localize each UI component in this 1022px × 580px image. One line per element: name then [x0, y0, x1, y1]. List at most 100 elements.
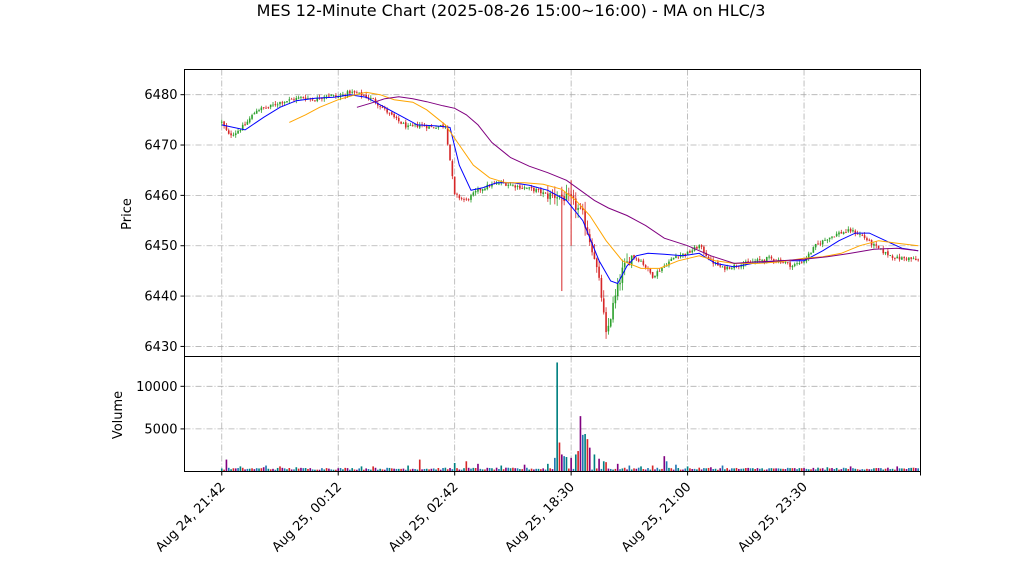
volume-bar [314, 469, 316, 472]
volume-bar [237, 468, 239, 472]
candle-body [686, 251, 689, 256]
candle-body [707, 256, 710, 260]
volume-bar [796, 469, 798, 472]
volume-bar [505, 467, 507, 472]
volume-bar [533, 469, 535, 472]
candle-body [248, 118, 251, 123]
candle-body [295, 98, 298, 101]
volume-bar [905, 469, 908, 472]
volume-bar [654, 469, 656, 472]
volume-bar [432, 468, 435, 472]
volume-bar [397, 468, 400, 472]
volume-bar [342, 469, 344, 472]
volume-bar [300, 467, 302, 472]
volume-bar [684, 468, 687, 472]
volume-bar [644, 469, 647, 472]
volume-bar [626, 469, 628, 472]
volume-bar [491, 468, 493, 472]
volume-bar [363, 469, 365, 472]
volume-bar [798, 468, 801, 472]
volume-bar [724, 469, 726, 472]
candle-body [819, 243, 822, 245]
candle-body [363, 94, 365, 96]
price-tick-label: 6480 [144, 88, 177, 103]
candle-body [381, 106, 384, 108]
candle-body [465, 198, 468, 200]
candle-body [877, 245, 880, 249]
volume-bar [770, 468, 773, 472]
volume-bar [349, 469, 351, 472]
volume-bar [789, 468, 791, 472]
candle-body [414, 124, 416, 126]
candle-body [793, 264, 796, 266]
volume-bar [824, 469, 826, 472]
volume-bar [551, 469, 554, 472]
volume-bar [379, 468, 381, 472]
candle-body [537, 189, 540, 190]
price-panel-frame [184, 69, 921, 357]
volume-bar [605, 462, 607, 472]
candle-body [528, 187, 531, 189]
volume-bar [502, 469, 505, 472]
volume-bar [561, 454, 563, 472]
volume-bar [537, 468, 540, 472]
volume-bar [572, 468, 575, 472]
volume-bar [584, 434, 586, 472]
volume-bar [316, 469, 319, 472]
candle-body [731, 267, 733, 269]
volume-bar [484, 469, 486, 472]
volume-bar [889, 469, 892, 472]
candle-body [770, 256, 773, 259]
candle-body [772, 259, 775, 261]
candle-body [903, 257, 906, 259]
volume-bar [859, 469, 861, 472]
candle-body [761, 260, 763, 261]
volume-bar [593, 454, 596, 472]
candle-body [276, 104, 279, 106]
candle-body [602, 298, 605, 313]
candle-body [535, 189, 538, 192]
price-tick-label: 6450 [144, 239, 177, 254]
volume-bar [672, 469, 675, 472]
price-tick-label: 6440 [144, 290, 177, 305]
candle-body [598, 266, 600, 278]
volume-bar [267, 468, 270, 472]
volume-bar [421, 469, 423, 472]
volume-bar [751, 468, 754, 472]
volume-bar [623, 467, 626, 472]
candle-body [521, 188, 524, 189]
candle-body [353, 91, 356, 93]
candle-body [372, 98, 374, 100]
candle-body [279, 101, 281, 105]
volume-bar [658, 469, 661, 472]
volume-bar [328, 468, 330, 472]
candle-body [325, 95, 328, 97]
volume-bar [800, 468, 803, 472]
candle-body [782, 261, 784, 263]
volume-bar [588, 447, 591, 472]
volume-bar [521, 469, 524, 472]
ma-line [221, 94, 919, 285]
volume-bar [581, 434, 584, 472]
candle-body [246, 121, 249, 125]
volume-bar [542, 468, 544, 472]
volume-bar [903, 468, 906, 472]
volume-bar [470, 468, 472, 472]
candle-body [507, 184, 510, 186]
candle-body [428, 126, 430, 129]
candle-body [796, 263, 798, 265]
candle-body [863, 235, 866, 238]
candle-body [845, 232, 847, 233]
volume-bar [703, 468, 705, 472]
volume-bar [574, 454, 577, 472]
volume-bar [826, 467, 829, 472]
candle-body [446, 126, 449, 145]
volume-bar [453, 462, 456, 472]
candle-body [321, 98, 323, 100]
candle-body [703, 246, 705, 253]
candle-body [719, 265, 722, 267]
volume-bar [269, 469, 272, 472]
volume-bar [418, 459, 421, 472]
volume-bar [558, 442, 561, 472]
volume-bar [908, 468, 910, 472]
